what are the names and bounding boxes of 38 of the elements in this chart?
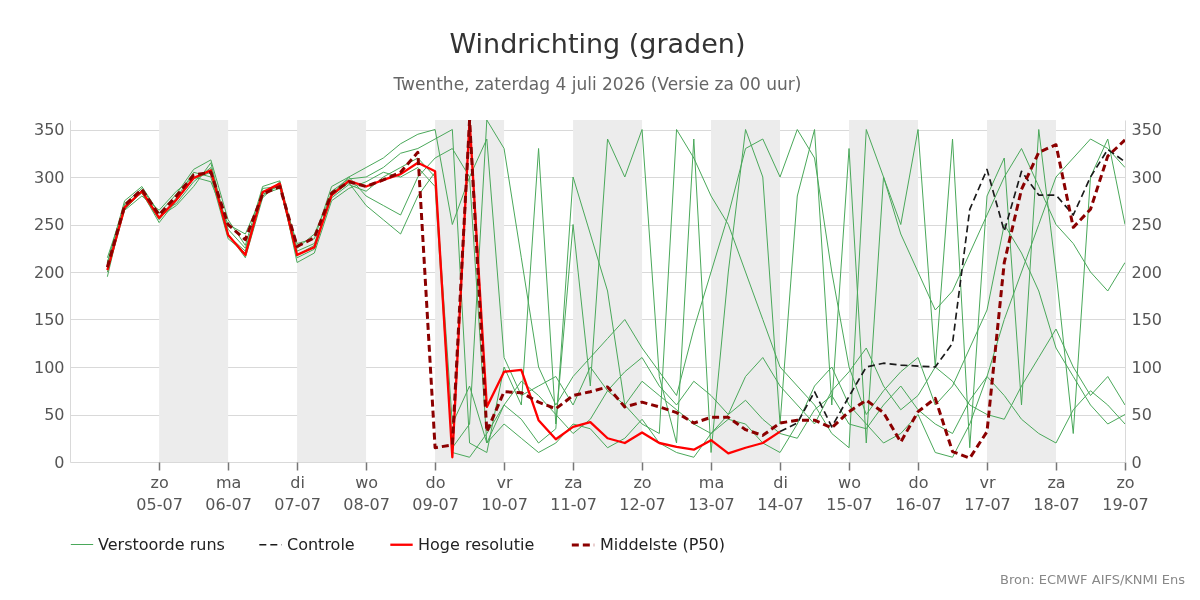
x-tick-label: wo 08-07: [343, 472, 390, 514]
x-tick-label: vr 17-07: [964, 472, 1011, 514]
x-tick-label: do 09-07: [412, 472, 459, 514]
legend-label: Verstoorde runs: [98, 534, 225, 554]
y-tick-label: 300: [33, 167, 65, 187]
y-tick-label: 100: [33, 357, 65, 377]
y2-tick-label: 250: [1131, 215, 1163, 234]
x-tick-label: ma 13-07: [688, 472, 735, 514]
x-tick-label: za 18-07: [1033, 472, 1080, 514]
y2-tick-label: 300: [1131, 167, 1163, 187]
legend-label: Middelste (P50): [600, 535, 725, 554]
y2-tick-label: 50: [1131, 405, 1152, 424]
y-tick-label: 250: [33, 215, 65, 234]
x-tick-label: zo 05-07: [136, 472, 183, 514]
x-tick-label: do 16-07: [895, 472, 942, 514]
text: Bron: ECMWF AIFS/KNMI Ens: [1000, 572, 1186, 587]
chart-subtitle: Twenthe, zaterdag 4 juli 2026 (Versie za 00 uur): [392, 74, 802, 94]
x-tick-label: zo 12-07: [619, 472, 666, 514]
y2-tick-label: 350: [1131, 120, 1163, 139]
y2-tick-label: 200: [1131, 262, 1163, 282]
x-tick-label: di 07-07: [274, 472, 321, 514]
y2-tick-label: 150: [1131, 310, 1163, 329]
x-tick-label: zo 19-07: [1102, 472, 1149, 514]
y-tick-label: 50: [44, 405, 65, 424]
y-tick-label: 150: [33, 310, 65, 329]
x-tick-label: vr 10-07: [481, 472, 528, 514]
legend-label: Hoge resolutie: [418, 534, 535, 554]
y-tick-label: 350: [33, 120, 65, 139]
y2-tick-label: 0: [1131, 452, 1142, 472]
legend-label: Controle: [287, 534, 355, 554]
y-tick-label: 200: [33, 262, 65, 282]
chart-title: Windrichting (graden): [449, 28, 746, 59]
x-tick-label: ma 06-07: [205, 472, 252, 514]
y2-tick-label: 100: [1131, 357, 1163, 377]
x-tick-label: wo 15-07: [826, 472, 873, 514]
x-tick-label: di 14-07: [757, 472, 804, 514]
y-tick-label: 0: [54, 452, 65, 472]
x-tick-label: za 11-07: [550, 472, 597, 514]
